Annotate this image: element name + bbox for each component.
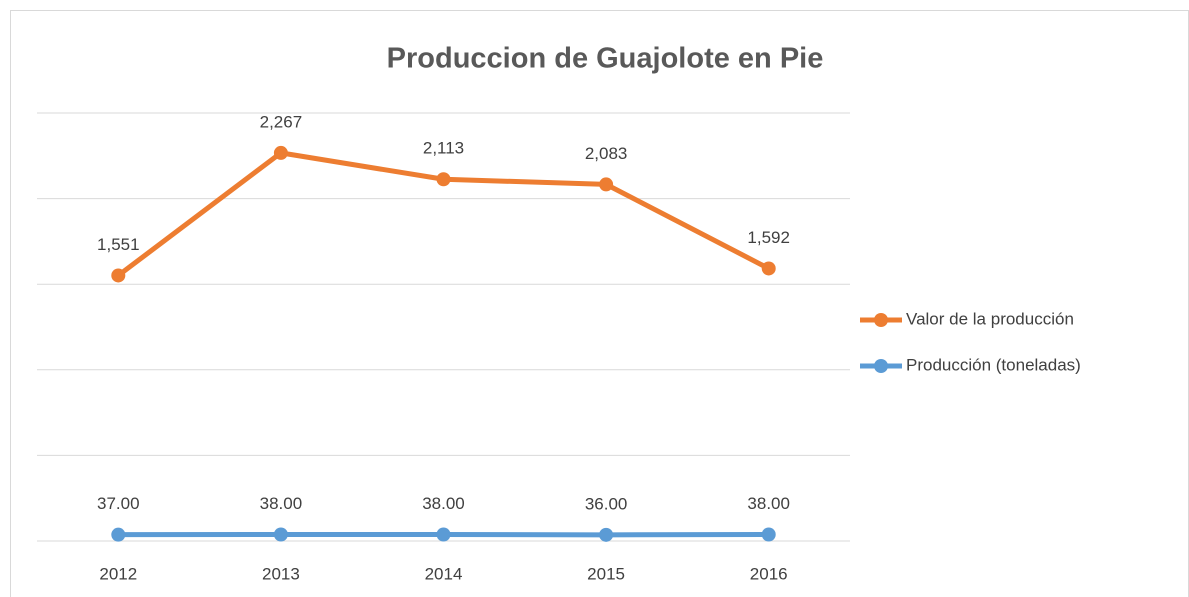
data-point (599, 177, 614, 192)
x-tick-label: 2016 (750, 564, 788, 583)
data-label: 2,113 (423, 139, 464, 158)
data-point (761, 261, 776, 276)
data-label: 1,551 (97, 235, 140, 254)
legend-marker (874, 359, 888, 373)
data-label: 38.00 (422, 494, 465, 513)
legend-label: Valor de la producción (906, 309, 1074, 328)
x-tick-label: 2014 (425, 564, 463, 583)
data-point (111, 527, 126, 542)
legend-label: Producción (toneladas) (906, 355, 1081, 374)
data-point (273, 527, 288, 542)
data-label: 2,083 (585, 144, 628, 163)
legend-marker (874, 313, 888, 327)
chart-title: Produccion de Guajolote en Pie (387, 43, 824, 75)
chart-border (10, 10, 1189, 597)
data-label: 36.00 (585, 494, 628, 513)
data-label: 1,592 (747, 228, 790, 247)
x-tick-label: 2015 (587, 564, 625, 583)
data-point (436, 527, 451, 542)
x-tick-label: 2012 (99, 564, 137, 583)
data-point (111, 268, 126, 283)
data-label: 37.00 (97, 494, 140, 513)
data-point (761, 527, 776, 542)
data-point (599, 527, 614, 542)
data-label: 38.00 (747, 494, 790, 513)
x-tick-label: 2013 (262, 564, 300, 583)
data-label: 2,267 (260, 112, 303, 131)
data-label: 38.00 (260, 494, 303, 513)
data-point (436, 172, 451, 187)
data-point (273, 145, 288, 160)
